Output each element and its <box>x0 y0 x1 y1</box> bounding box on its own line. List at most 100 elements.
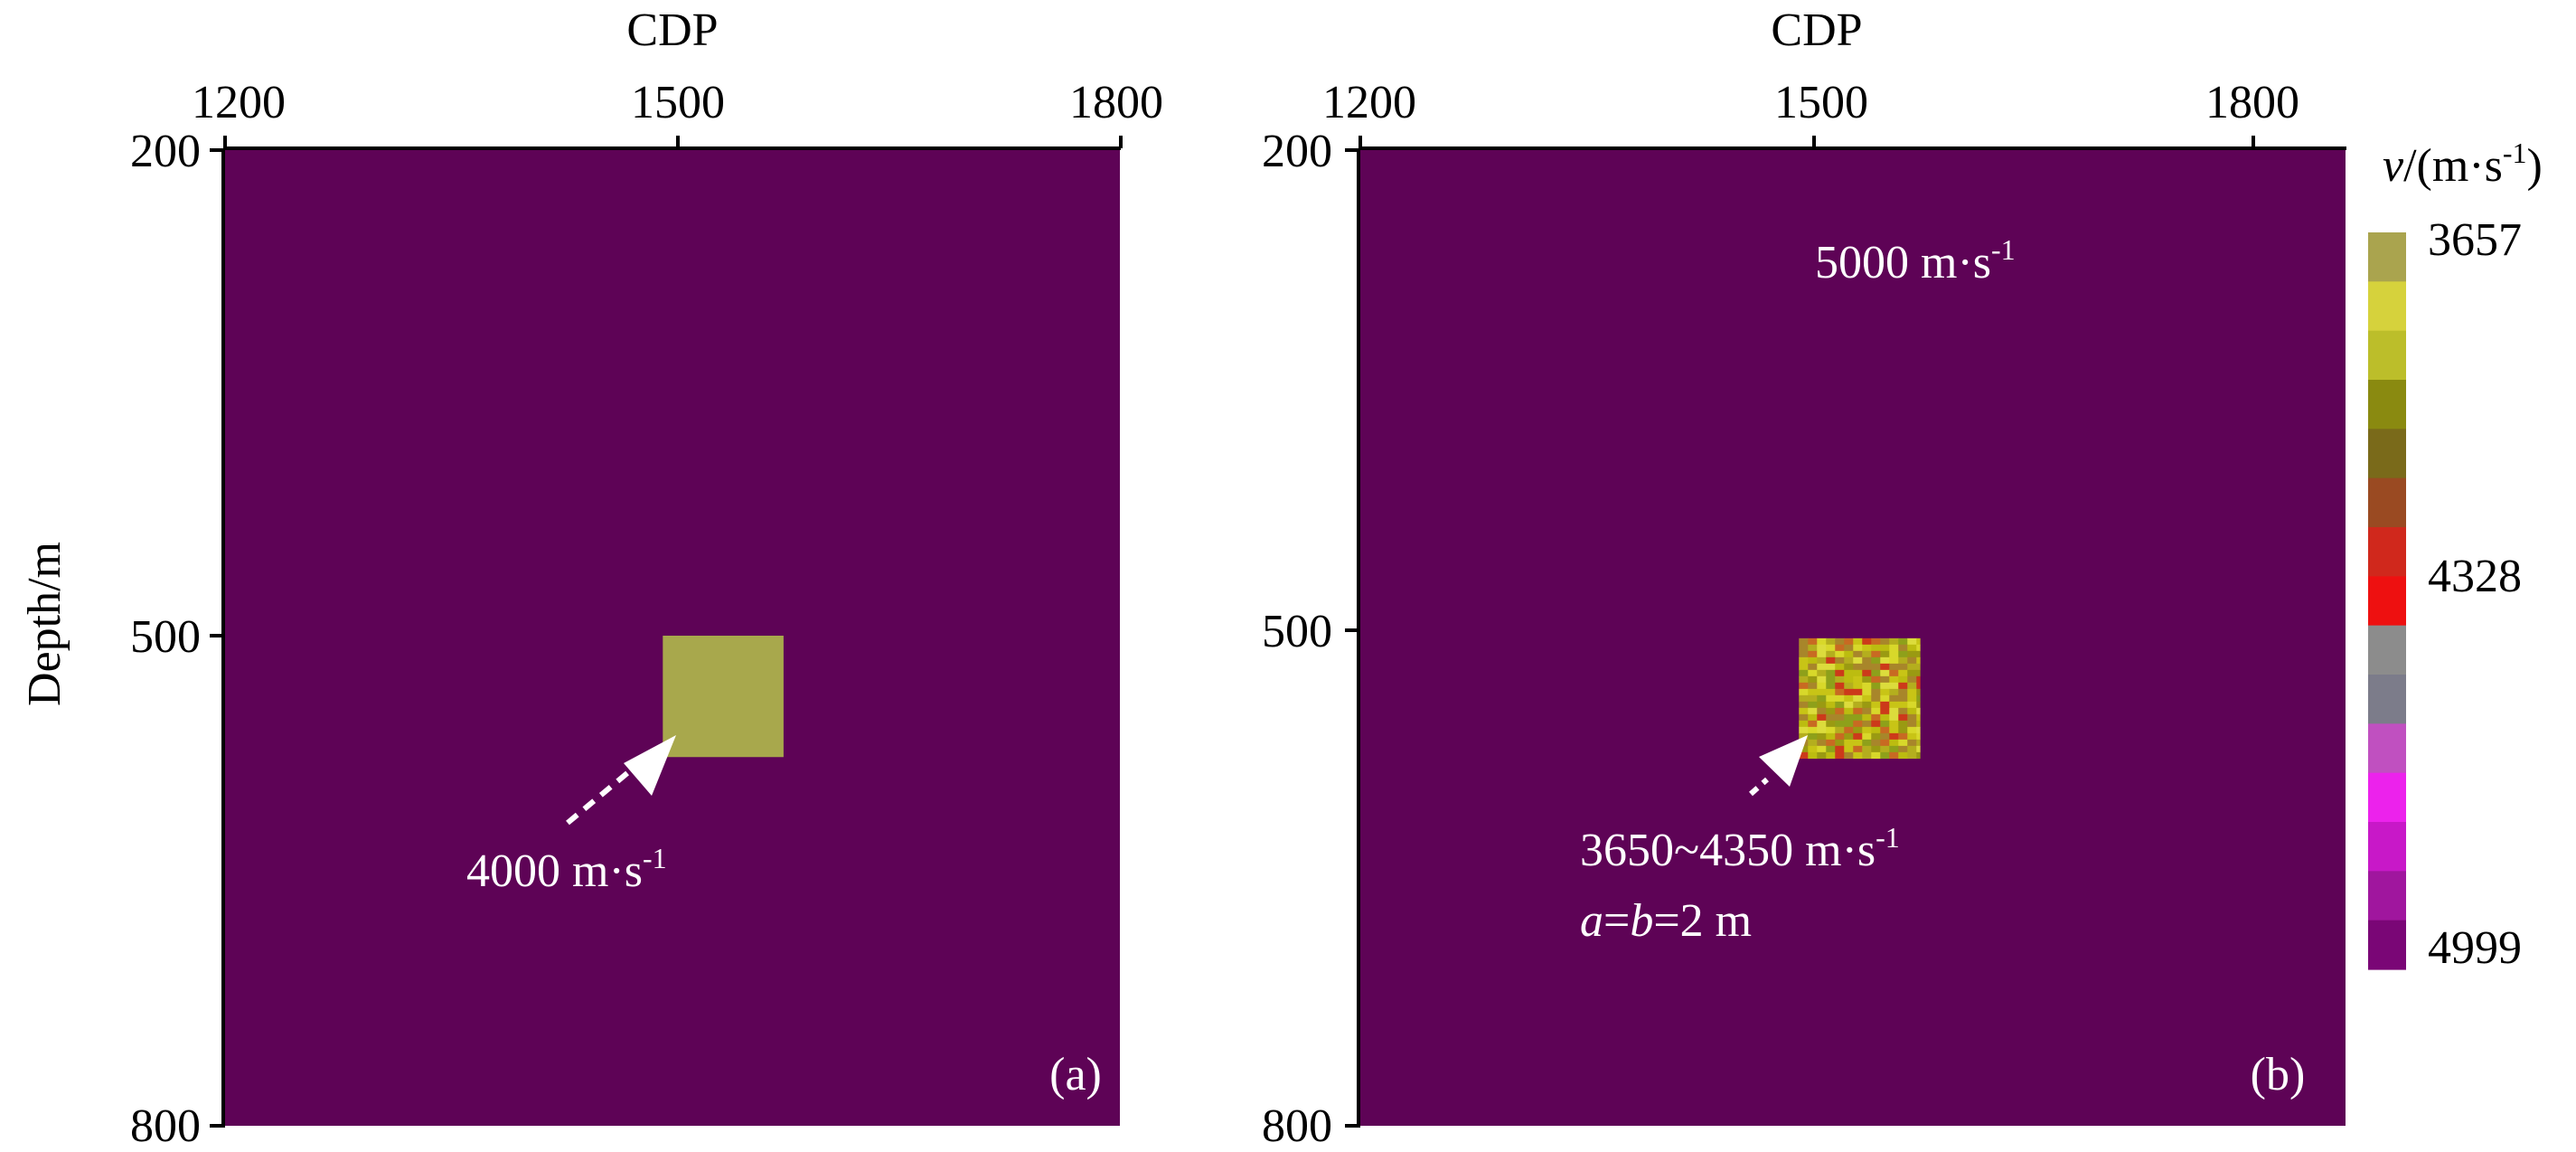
anomaly-cell <box>1799 707 1809 715</box>
anomaly-cell <box>1817 637 1827 646</box>
anomaly-cell <box>1907 707 1917 715</box>
anomaly-cell <box>1835 675 1845 684</box>
anomaly-cell <box>1826 688 1836 696</box>
anomaly-cell <box>1871 688 1881 696</box>
anomaly-cell <box>1916 739 1921 747</box>
anomaly-cell <box>1862 720 1872 728</box>
anomaly-cell <box>1826 669 1836 677</box>
panel-a-anomaly-velocity-label: 4000 m·s-1 <box>466 842 667 897</box>
anomaly-cell <box>1880 701 1890 709</box>
anomaly-cell <box>1853 720 1863 728</box>
colorbar-tick-label-mid: 4328 <box>2428 551 2522 602</box>
anomaly-cell <box>1808 745 1818 753</box>
anomaly-cell <box>1916 675 1921 684</box>
anomaly-cell <box>1826 713 1836 722</box>
anomaly-cell <box>1907 682 1917 690</box>
anomaly-cell <box>1817 739 1827 747</box>
anomaly-cell <box>1898 656 1908 665</box>
anomaly-cell <box>1907 688 1917 696</box>
anomaly-cell <box>1826 694 1836 703</box>
colorbar-gradient <box>2368 232 2406 970</box>
anomaly-cell <box>1817 688 1827 696</box>
anomaly-cell <box>1826 656 1836 665</box>
anomaly-cell <box>1898 663 1908 671</box>
anomaly-cell <box>1835 637 1845 646</box>
anomaly-cell <box>1898 669 1908 677</box>
anomaly-cell <box>1853 644 1863 652</box>
anomaly-cell <box>1862 739 1872 747</box>
anomaly-cell <box>1889 751 1899 760</box>
anomaly-cell <box>1871 707 1881 715</box>
panel-b-x-tick-label-1800: 1800 <box>2205 77 2299 128</box>
anomaly-cell <box>1844 726 1854 734</box>
anomaly-cell <box>1916 694 1921 703</box>
anomaly-cell <box>1916 637 1921 646</box>
anomaly-cell <box>1799 720 1809 728</box>
panel-b-x-tick-label-1200: 1200 <box>1322 77 1416 128</box>
colorbar-stripe <box>2368 675 2406 724</box>
panel-b-label: (b) <box>2251 1049 2306 1100</box>
anomaly-cell <box>1880 739 1890 747</box>
anomaly-cell <box>1898 682 1908 690</box>
anomaly-cell <box>1817 751 1827 760</box>
anomaly-cell <box>1862 732 1872 741</box>
anomaly-cell <box>1862 669 1872 677</box>
anomaly-cell <box>1889 694 1899 703</box>
panel-b-background-velocity-label: 5000 m·s-1 <box>1815 233 2016 288</box>
anomaly-cell <box>1916 751 1921 760</box>
anomaly-cell <box>1808 669 1818 677</box>
anomaly-cell <box>1844 650 1854 658</box>
anomaly-cell <box>1853 663 1863 671</box>
anomaly-cell <box>1889 720 1899 728</box>
anomaly-cell <box>1916 707 1921 715</box>
anomaly-cell <box>1826 701 1836 709</box>
anomaly-cell <box>1844 713 1854 722</box>
anomaly-cell <box>1844 707 1854 715</box>
anomaly-cell <box>1871 656 1881 665</box>
anomaly-cell <box>1853 694 1863 703</box>
anomaly-cell <box>1907 663 1917 671</box>
colorbar-stripe <box>2368 576 2406 627</box>
anomaly-cell <box>1871 701 1881 709</box>
anomaly-cell <box>1844 656 1854 665</box>
anomaly-cell <box>1835 720 1845 728</box>
anomaly-cell <box>1808 701 1818 709</box>
anomaly-cell <box>1817 650 1827 658</box>
anomaly-cell <box>1880 720 1890 728</box>
anomaly-cell <box>1835 701 1845 709</box>
colorbar: v/(m·s-1) 3657 4328 4999 <box>2368 137 2543 974</box>
anomaly-cell <box>1916 713 1921 722</box>
anomaly-cell <box>1889 682 1899 690</box>
anomaly-cell <box>1898 675 1908 684</box>
panel-a-x-axis-title: CDP <box>626 5 718 56</box>
anomaly-cell <box>1862 675 1872 684</box>
anomaly-cell <box>1844 751 1854 760</box>
anomaly-cell <box>1871 650 1881 658</box>
anomaly-cell <box>1808 713 1818 722</box>
anomaly-cell <box>1826 644 1836 652</box>
anomaly-cell <box>1907 732 1917 741</box>
anomaly-cell <box>1871 739 1881 747</box>
anomaly-cell <box>1808 644 1818 652</box>
anomaly-cell <box>1916 663 1921 671</box>
anomaly-cell <box>1916 726 1921 734</box>
anomaly-cell <box>1871 720 1881 728</box>
anomaly-cell <box>1826 650 1836 658</box>
anomaly-cell <box>1799 637 1809 646</box>
anomaly-cell <box>1826 663 1836 671</box>
anomaly-cell <box>1916 732 1921 741</box>
anomaly-cell <box>1862 707 1872 715</box>
anomaly-cell <box>1862 694 1872 703</box>
colorbar-tick-label-max: 4999 <box>2428 922 2522 974</box>
anomaly-cell <box>1808 663 1818 671</box>
colorbar-stripe <box>2368 527 2406 577</box>
anomaly-cell <box>1853 669 1863 677</box>
anomaly-cell <box>1826 726 1836 734</box>
anomaly-cell <box>1808 656 1818 665</box>
anomaly-cell <box>1835 682 1845 690</box>
anomaly-cell <box>1817 656 1827 665</box>
panel-a-x-tick-label-1800: 1800 <box>1069 77 1163 128</box>
anomaly-cell <box>1808 694 1818 703</box>
anomaly-cell <box>1907 739 1917 747</box>
anomaly-cell <box>1889 669 1899 677</box>
